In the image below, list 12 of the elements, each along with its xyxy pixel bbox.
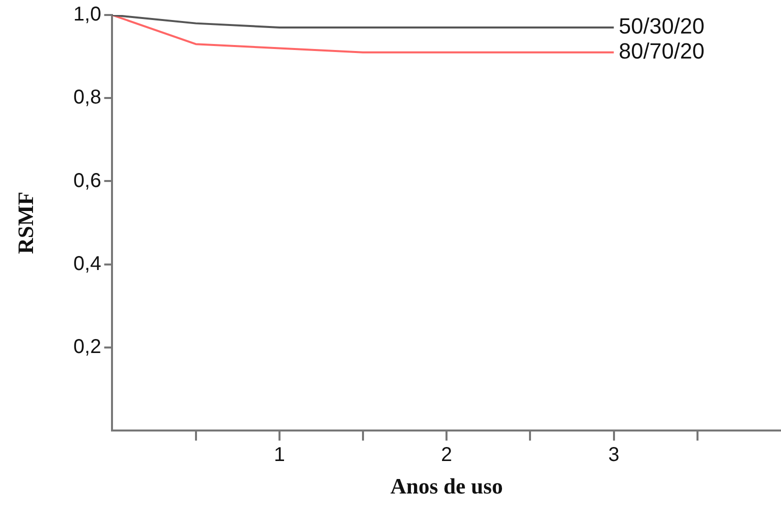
y-axis-title: RSMF (12, 192, 38, 254)
x-tick-label: 3 (608, 444, 620, 466)
x-axis-title: Anos de uso (390, 473, 503, 498)
y-tick-label: 0,6 (73, 170, 102, 192)
series-label: 50/30/20 (618, 14, 704, 39)
y-tick-label: 0,2 (73, 336, 102, 358)
series-label: 80/70/20 (618, 38, 704, 64)
y-tick-label: 1,0 (73, 4, 102, 26)
x-tick-label: 2 (441, 444, 452, 466)
y-tick-label: 0,4 (73, 252, 102, 275)
x-tick-label: 1 (274, 444, 285, 466)
y-tick-label: 0,8 (73, 86, 102, 109)
